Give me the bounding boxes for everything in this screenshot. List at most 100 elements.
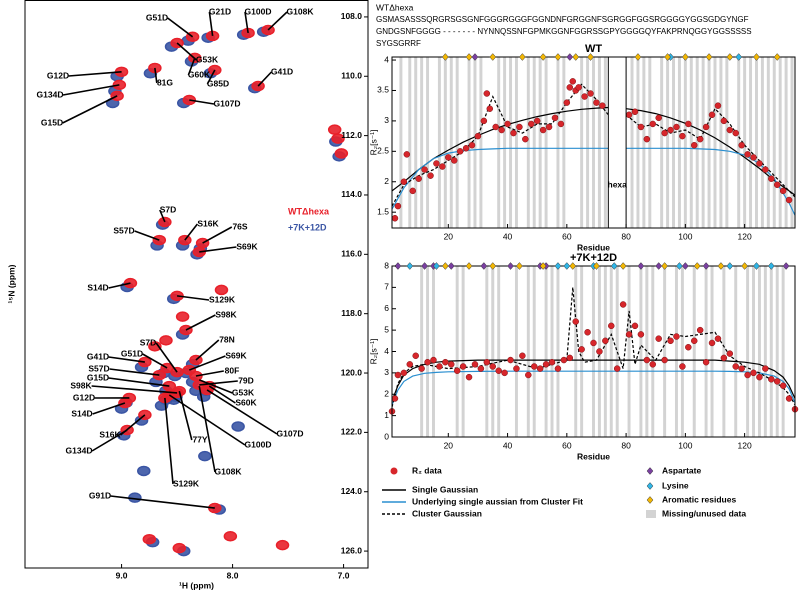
leader-line <box>202 226 233 244</box>
legend-symbol <box>646 482 654 490</box>
missing-band <box>420 266 424 437</box>
data-point <box>501 369 508 377</box>
peak <box>159 335 173 346</box>
data-point <box>590 339 597 347</box>
legend-symbol <box>646 496 654 504</box>
data-point <box>655 335 662 342</box>
peak-label: G134D <box>66 445 93 455</box>
leader-line <box>68 71 122 77</box>
data-point <box>465 373 473 381</box>
peak-label: G53K <box>196 54 219 64</box>
data-point <box>530 363 538 370</box>
data-point <box>679 363 686 370</box>
residue-marker <box>753 262 760 270</box>
missing-band <box>485 266 489 437</box>
missing-band <box>766 57 770 228</box>
data-point <box>483 90 491 97</box>
missing-band <box>639 266 643 437</box>
x-tick-label: 40 <box>503 231 513 241</box>
leader-line <box>257 71 272 87</box>
legend-label: Single Gaussian <box>412 484 478 494</box>
data-point <box>785 196 793 204</box>
missing-band <box>778 57 782 228</box>
y-tick-label: 122.0 <box>341 427 363 437</box>
data-point <box>613 365 621 372</box>
leader-line <box>244 11 249 34</box>
data-point <box>667 337 674 345</box>
peak-label: 76S <box>232 221 247 231</box>
x-tick-label: 7.0 <box>338 570 350 580</box>
data-point <box>691 141 698 149</box>
y-tick-label: 126.0 <box>341 545 363 555</box>
data-point <box>596 348 603 355</box>
data-point <box>572 318 579 325</box>
data-point <box>468 141 476 149</box>
data-point <box>394 371 402 379</box>
missing-band <box>580 57 584 228</box>
peak-label: S57D <box>88 363 109 373</box>
residue-marker <box>682 262 689 270</box>
missing-band <box>645 266 649 437</box>
legend-label: Aromatic residues <box>662 494 736 504</box>
x-tick-label: 80 <box>621 440 631 450</box>
leader-line <box>188 355 226 371</box>
residue-marker <box>717 262 725 270</box>
data-point <box>474 132 482 140</box>
data-point <box>779 187 787 195</box>
y-tick-label: 1.5 <box>377 206 389 216</box>
data-point <box>525 371 532 379</box>
y-tick-label: 4 <box>384 346 389 356</box>
data-point <box>403 151 411 158</box>
peak-label: S129K <box>173 478 200 488</box>
y-tick-label: 114.0 <box>341 189 362 199</box>
leader-line <box>92 402 126 415</box>
residue-marker <box>661 262 668 270</box>
x-tick-label: 9.0 <box>116 570 128 580</box>
data-point <box>391 395 399 402</box>
data-point <box>773 378 781 385</box>
residue-marker <box>782 262 790 270</box>
data-point <box>409 187 416 195</box>
peak-label: S14D <box>87 282 108 292</box>
peak-label: G15D <box>41 117 63 127</box>
missing-band <box>760 57 764 228</box>
data-point <box>708 111 716 119</box>
residue-marker <box>753 53 760 61</box>
data-point <box>599 102 606 109</box>
data-point <box>625 111 633 119</box>
missing-band <box>642 57 646 228</box>
missing-band <box>743 57 747 228</box>
residue-marker <box>735 53 743 61</box>
x-axis-label: Residue <box>577 451 610 461</box>
data-point <box>673 123 680 131</box>
leader-line <box>91 429 128 452</box>
residue-marker <box>682 53 689 61</box>
residue-marker <box>726 53 734 61</box>
leader-line <box>208 385 236 404</box>
missing-band <box>562 57 566 228</box>
missing-band <box>672 57 675 228</box>
data-point <box>539 126 547 134</box>
data-point <box>768 376 775 383</box>
data-point <box>522 135 529 143</box>
data-point <box>427 172 434 179</box>
data-point <box>773 181 781 189</box>
peak-label: S69K <box>236 241 258 251</box>
peak-label: S98K <box>70 380 92 390</box>
legend-label: Lysine <box>662 480 689 490</box>
leader-line <box>155 342 178 373</box>
peak-label: G85D <box>207 78 229 88</box>
fit-curve <box>392 359 795 401</box>
residue-marker <box>655 262 663 270</box>
missing-band <box>544 266 548 437</box>
data-point <box>631 108 639 116</box>
residue-marker <box>767 262 775 270</box>
x-axis-label: Residue <box>577 242 610 252</box>
data-point <box>732 129 739 137</box>
legend-symbol <box>646 467 654 475</box>
missing-band <box>514 57 518 228</box>
data-point <box>510 129 517 137</box>
sequence-line: GNDGSNFGGGG - - - - - - - NYNNQSSNFGPMKG… <box>376 27 752 36</box>
data-point <box>738 365 745 372</box>
peak-label: G51D <box>146 12 168 22</box>
